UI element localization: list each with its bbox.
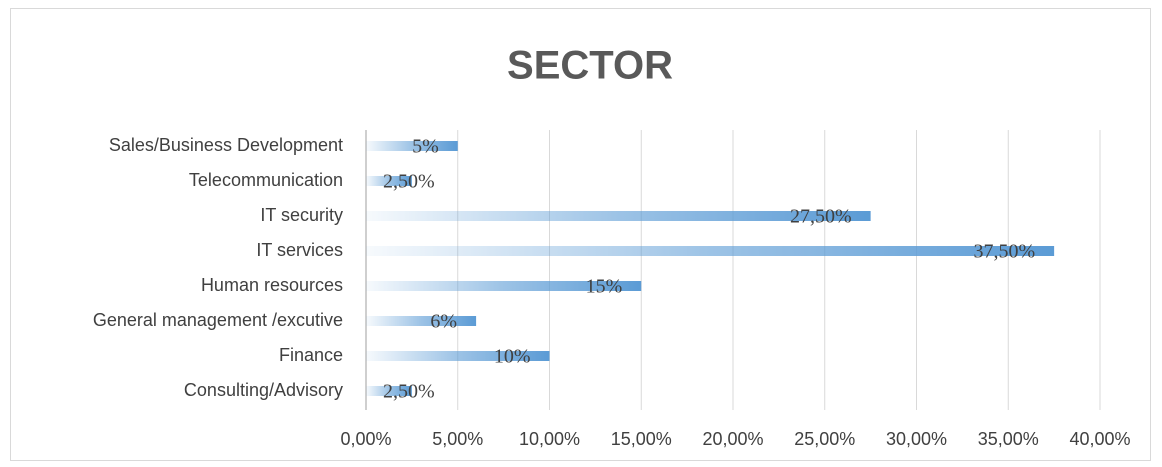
y-tick-label: Sales/Business Development	[109, 135, 343, 155]
y-tick-label: Telecommunication	[189, 170, 343, 190]
data-label: 10%	[494, 346, 531, 368]
chart-frame	[10, 8, 1151, 461]
bar	[366, 386, 412, 396]
data-label: 15%	[586, 276, 623, 298]
x-tick-label: 15,00%	[611, 429, 672, 449]
y-tick-label: Consulting/Advisory	[184, 380, 343, 400]
y-tick-label: IT services	[256, 240, 343, 260]
bar	[366, 211, 871, 221]
data-label: 27,50%	[790, 206, 852, 228]
data-label: 6%	[430, 311, 457, 333]
x-tick-label: 25,00%	[794, 429, 855, 449]
data-label: 5%	[412, 136, 439, 158]
y-tick-label: General management /excutive	[93, 310, 343, 330]
bar	[366, 246, 1055, 256]
x-tick-label: 10,00%	[519, 429, 580, 449]
x-tick-label: 0,00%	[340, 429, 391, 449]
x-tick-label: 40,00%	[1069, 429, 1130, 449]
data-label: 2,50%	[383, 171, 435, 193]
x-tick-label: 35,00%	[978, 429, 1039, 449]
x-tick-label: 5,00%	[432, 429, 483, 449]
chart-title: SECTOR	[507, 44, 673, 88]
y-tick-label: Finance	[279, 345, 343, 365]
x-tick-label: 20,00%	[702, 429, 763, 449]
data-label: 37,50%	[973, 241, 1035, 263]
bar	[366, 141, 458, 151]
data-label: 2,50%	[383, 381, 435, 403]
bar	[366, 281, 642, 291]
bar	[366, 176, 412, 186]
bar	[366, 351, 550, 361]
x-tick-label: 30,00%	[886, 429, 947, 449]
y-tick-label: Human resources	[201, 275, 343, 295]
y-tick-label: IT security	[260, 205, 343, 225]
bar	[366, 316, 477, 326]
